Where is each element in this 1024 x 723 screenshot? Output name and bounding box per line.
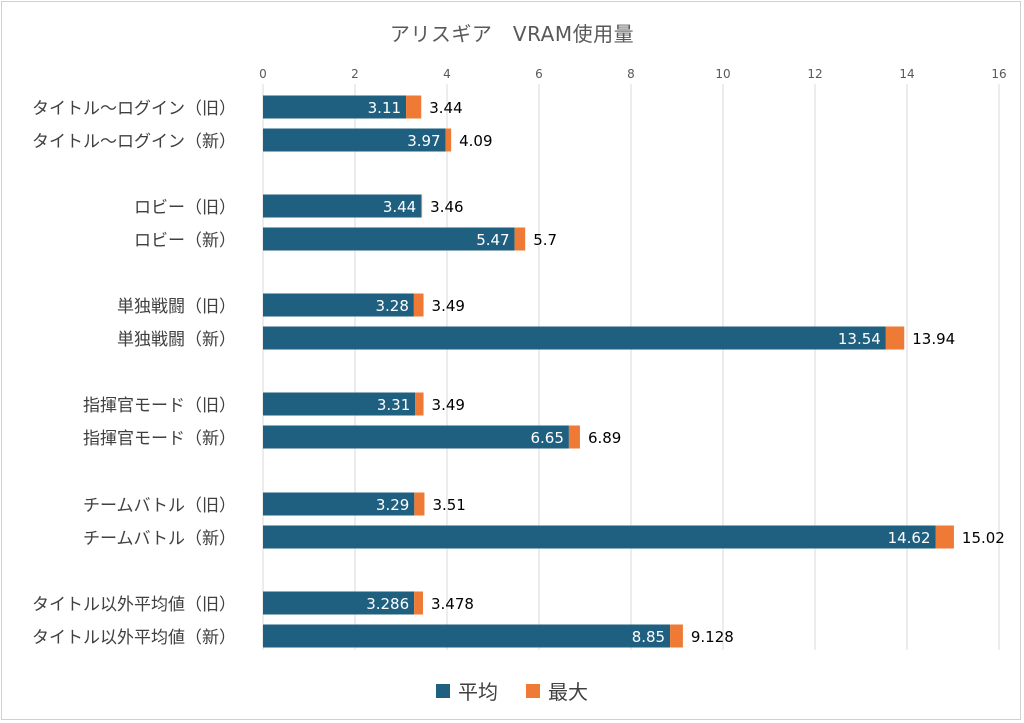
bar-max [670, 624, 683, 648]
data-label-max: 6.89 [588, 429, 621, 447]
bar-max [413, 293, 424, 317]
category-label: タイトル〜ログイン（新） [32, 132, 236, 152]
data-label-max: 4.09 [459, 132, 492, 150]
bar-avg [263, 591, 415, 615]
category-label: 単独戦闘（旧） [117, 297, 236, 317]
bar-avg [263, 227, 515, 251]
data-label-max: 5.7 [533, 231, 557, 249]
category-label: タイトル以外平均値（新） [32, 628, 236, 648]
bar-avg [263, 425, 569, 449]
data-label-avg: 3.97 [407, 132, 440, 150]
category-label: 単独戦闘（新） [117, 330, 236, 350]
bar-max [514, 227, 526, 251]
data-label-max: 3.49 [432, 297, 465, 315]
category-label: 指揮官モード（旧） [83, 396, 236, 416]
bar-max [885, 326, 905, 350]
chart-title: アリスギア VRAM使用量 [389, 22, 635, 46]
legend: 平均 最大 [0, 676, 1024, 705]
data-label-avg: 8.85 [632, 628, 665, 646]
x-tick-label: 10 [715, 67, 730, 81]
category-label: 指揮官モード（新） [83, 429, 236, 449]
bar-max [935, 525, 954, 549]
bar-avg [263, 95, 407, 119]
data-label-avg: 14.62 [888, 529, 931, 547]
bar-max [406, 95, 422, 119]
x-tick-label: 14 [899, 67, 914, 81]
legend-swatch-max [526, 683, 540, 698]
category-label: ロビー（新） [134, 231, 236, 251]
legend-label-avg: 平均 [458, 680, 498, 704]
x-tick-label: 12 [807, 67, 822, 81]
data-label-avg: 3.29 [376, 496, 409, 514]
bar-max [568, 425, 580, 449]
data-label-max: 3.51 [432, 496, 465, 514]
data-label-avg: 3.44 [383, 198, 416, 216]
bar-avg [263, 392, 416, 416]
data-label-avg: 3.28 [375, 297, 408, 315]
x-tick-label: 6 [535, 67, 543, 81]
data-label-avg: 6.65 [530, 429, 563, 447]
x-tick-label: 2 [351, 67, 359, 81]
data-label-avg: 5.47 [476, 231, 509, 249]
data-label-max: 3.478 [431, 595, 474, 613]
bar-avg [263, 624, 671, 648]
data-label-avg: 3.286 [366, 595, 409, 613]
legend-swatch-avg [436, 683, 450, 698]
category-label: ロビー（旧） [134, 198, 236, 218]
data-label-avg: 13.54 [838, 330, 881, 348]
x-tick-label: 8 [627, 67, 635, 81]
data-label-max: 3.49 [432, 396, 465, 414]
bar-avg [263, 492, 415, 516]
data-label-max: 9.128 [691, 628, 734, 646]
bar-avg [263, 525, 936, 549]
bar-max [421, 194, 423, 218]
x-tick-label: 16 [991, 67, 1006, 81]
x-tick-label: 0 [259, 67, 267, 81]
bar-max [414, 492, 425, 516]
bar-avg [263, 326, 886, 350]
bar-max [445, 128, 452, 152]
data-label-max: 3.44 [429, 99, 462, 117]
category-label: タイトル〜ログイン（旧） [32, 99, 236, 119]
category-label: チームバトル（旧） [83, 496, 236, 516]
data-label-max: 13.94 [912, 330, 955, 348]
legend-item-max: 最大 [526, 676, 588, 705]
bar-max [415, 392, 424, 416]
bar-avg [263, 293, 414, 317]
data-label-avg: 3.11 [368, 99, 401, 117]
legend-label-max: 最大 [548, 680, 588, 704]
legend-item-avg: 平均 [436, 676, 498, 705]
bar-max [414, 591, 423, 615]
bar-avg [263, 128, 446, 152]
data-label-max: 15.02 [962, 529, 1005, 547]
category-label: チームバトル（新） [83, 529, 236, 549]
category-label: タイトル以外平均値（旧） [32, 595, 236, 615]
x-tick-label: 4 [443, 67, 451, 81]
data-label-max: 3.46 [430, 198, 463, 216]
data-label-avg: 3.31 [377, 396, 410, 414]
bar-avg [263, 194, 422, 218]
